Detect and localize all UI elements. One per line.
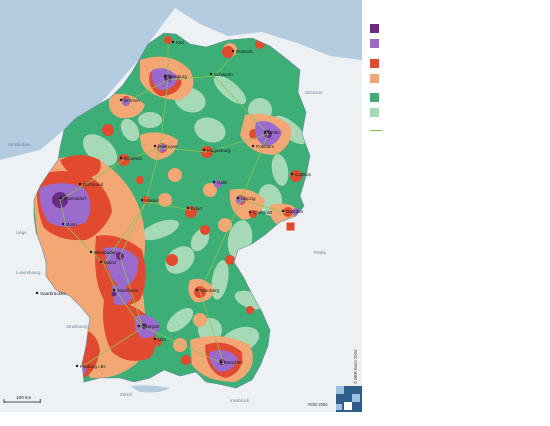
city-label: Bielefeld bbox=[124, 156, 142, 161]
city-dot bbox=[140, 198, 144, 202]
city-label: Halle bbox=[217, 180, 228, 185]
city-dot bbox=[195, 288, 199, 292]
bbr-logo bbox=[336, 386, 362, 412]
city-label: Dresden bbox=[286, 209, 304, 214]
map-legend bbox=[370, 24, 410, 134]
city-label: Chemnitz bbox=[253, 210, 273, 215]
map-canvas: Kiel Rostock Hamburg Schwerin Bremen Hannover… bbox=[0, 0, 362, 412]
city-dot bbox=[35, 291, 39, 295]
city-dot bbox=[153, 144, 157, 148]
small-square-marker bbox=[285, 221, 296, 232]
city-dot bbox=[290, 172, 294, 176]
legend-swatch-red bbox=[370, 59, 379, 68]
neighbour-label: Innsbruck bbox=[230, 398, 250, 403]
city-dot bbox=[231, 49, 235, 53]
city-label: Bremen bbox=[124, 98, 141, 103]
city-labels: Kiel Rostock Hamburg Schwerin Bremen Hannover… bbox=[40, 40, 312, 369]
city-label: Wiesbaden bbox=[94, 250, 117, 255]
copyright-text: © BBR Bonn 2004 bbox=[353, 349, 358, 384]
city-label: Cottbus bbox=[295, 172, 312, 177]
legend-swatch-orange bbox=[370, 74, 379, 83]
legend-swatch-light-green bbox=[370, 108, 379, 117]
city-dot bbox=[212, 180, 216, 184]
city-dot bbox=[186, 206, 190, 210]
north-sea bbox=[0, 0, 150, 132]
legend-road-line bbox=[370, 130, 382, 131]
city-label: Kiel bbox=[176, 40, 184, 45]
city-dot bbox=[263, 130, 267, 134]
city-dot bbox=[209, 72, 213, 76]
city-dot bbox=[163, 74, 167, 78]
city-label: Leipzig bbox=[241, 196, 256, 201]
city-dot bbox=[119, 98, 123, 102]
city-label: Schwerin bbox=[214, 72, 233, 77]
city-label: Berlin bbox=[268, 130, 280, 135]
city-label: Mannheim bbox=[117, 288, 139, 293]
city-dot bbox=[251, 144, 255, 148]
source-text: ROB 2005 bbox=[308, 402, 328, 407]
city-dot bbox=[153, 337, 157, 341]
city-label: München bbox=[224, 360, 243, 365]
city-dot bbox=[99, 260, 103, 264]
city-label: Hannover bbox=[158, 144, 178, 149]
scale-label: 100 km bbox=[16, 395, 31, 400]
neighbour-labels: Amsterdam Szczecin Liège Luxembourg Praha Str… bbox=[8, 90, 326, 403]
scale-bar: 100 km bbox=[3, 395, 41, 403]
neighbour-label: Zürich bbox=[120, 392, 133, 397]
city-dot bbox=[219, 360, 223, 364]
city-dot bbox=[78, 182, 82, 186]
city-dot bbox=[61, 222, 65, 226]
city-label: Ulm bbox=[158, 337, 166, 342]
baltic-coast bbox=[175, 0, 362, 60]
city-label: Rostock bbox=[236, 49, 253, 54]
city-label: Kassel bbox=[145, 198, 159, 203]
legend-swatch-purple bbox=[370, 39, 379, 48]
legend-swatch-green bbox=[370, 93, 379, 102]
city-dot bbox=[248, 210, 252, 214]
city-dot bbox=[59, 196, 63, 200]
city-label: Hamburg bbox=[168, 74, 187, 79]
city-label: Stuttgart bbox=[142, 324, 160, 329]
city-markers bbox=[35, 40, 294, 368]
neighbour-label: Amsterdam bbox=[8, 142, 31, 147]
city-label: Nürnberg bbox=[200, 288, 220, 293]
city-dot bbox=[236, 196, 240, 200]
germany-map: Kiel Rostock Hamburg Schwerin Bremen Hannover… bbox=[0, 0, 362, 412]
city-dot bbox=[89, 250, 93, 254]
city-label: Freiburg i.Br. bbox=[80, 364, 106, 369]
city-label: Mainz bbox=[104, 260, 117, 265]
legend-swatch-core-city bbox=[370, 24, 379, 33]
city-label: Saarbrücken bbox=[40, 291, 66, 296]
neighbour-label: Liège bbox=[16, 230, 27, 235]
city-label: Magdeburg bbox=[207, 148, 231, 153]
city-dot bbox=[137, 324, 141, 328]
road-network bbox=[59, 43, 287, 369]
neighbour-label: Strasbourg bbox=[66, 324, 88, 329]
neighbour-label: Praha bbox=[314, 250, 326, 255]
city-label: Düsseldorf bbox=[64, 196, 87, 201]
city-dot bbox=[171, 40, 175, 44]
city-label: Dortmund bbox=[83, 182, 104, 187]
neighbour-label: Szczecin bbox=[305, 90, 323, 95]
neighbour-label: Luxembourg bbox=[16, 270, 41, 275]
city-label: Potsdam bbox=[256, 144, 274, 149]
city-dot bbox=[112, 288, 116, 292]
city-label: Erfurt bbox=[191, 206, 203, 211]
city-label: Bonn bbox=[66, 222, 77, 227]
city-dot bbox=[119, 156, 123, 160]
city-dot bbox=[75, 364, 79, 368]
lake-constance bbox=[130, 385, 170, 393]
city-dot bbox=[202, 148, 206, 152]
city-dot bbox=[281, 209, 285, 213]
